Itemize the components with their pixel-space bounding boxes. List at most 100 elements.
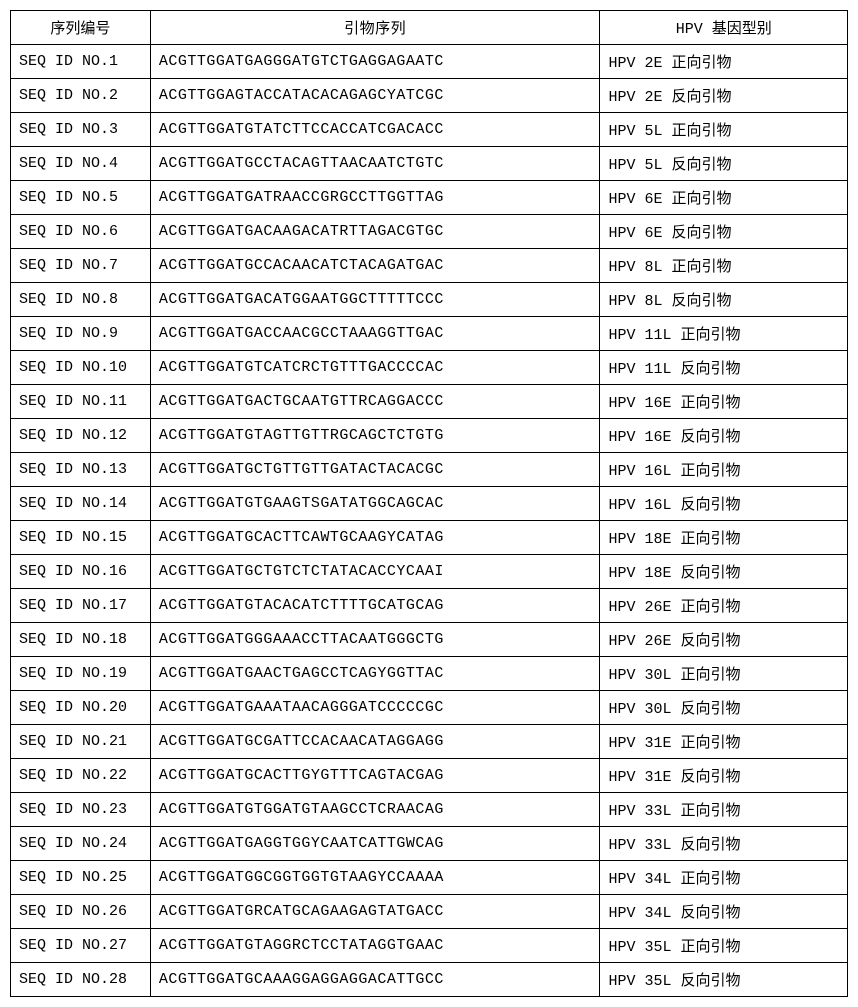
table-row: SEQ ID NO.9ACGTTGGATGACCAACGCCTAAAGGTTGA…	[11, 317, 848, 351]
table-row: SEQ ID NO.27ACGTTGGATGTAGGRCTCCTATAGGTGA…	[11, 929, 848, 963]
table-row: SEQ ID NO.24ACGTTGGATGAGGTGGYCAATCATTGWC…	[11, 827, 848, 861]
cell-hpv-type: HPV 31E 正向引物	[600, 725, 848, 759]
header-primer-seq: 引物序列	[150, 11, 600, 45]
table-row: SEQ ID NO.22ACGTTGGATGCACTTGYGTTTCAGTACG…	[11, 759, 848, 793]
cell-seq-id: SEQ ID NO.14	[11, 487, 151, 521]
cell-seq-id: SEQ ID NO.11	[11, 385, 151, 419]
cell-hpv-type: HPV 16E 反向引物	[600, 419, 848, 453]
cell-primer-seq: ACGTTGGATGACTGCAATGTTRCAGGACCC	[150, 385, 600, 419]
cell-hpv-type: HPV 18E 正向引物	[600, 521, 848, 555]
cell-seq-id: SEQ ID NO.22	[11, 759, 151, 793]
cell-hpv-type: HPV 6E 反向引物	[600, 215, 848, 249]
cell-primer-seq: ACGTTGGATGAAATAACAGGGATCCCCCGC	[150, 691, 600, 725]
cell-seq-id: SEQ ID NO.13	[11, 453, 151, 487]
cell-seq-id: SEQ ID NO.26	[11, 895, 151, 929]
cell-hpv-type: HPV 18E 反向引物	[600, 555, 848, 589]
table-row: SEQ ID NO.7ACGTTGGATGCCACAACATCTACAGATGA…	[11, 249, 848, 283]
cell-seq-id: SEQ ID NO.23	[11, 793, 151, 827]
table-row: SEQ ID NO.12ACGTTGGATGTAGTTGTTRGCAGCTCTG…	[11, 419, 848, 453]
cell-hpv-type: HPV 6E 正向引物	[600, 181, 848, 215]
table-row: SEQ ID NO.20ACGTTGGATGAAATAACAGGGATCCCCC…	[11, 691, 848, 725]
table-row: SEQ ID NO.10ACGTTGGATGTCATCRCTGTTTGACCCC…	[11, 351, 848, 385]
cell-primer-seq: ACGTTGGATGCTGTTGTTGATACTACACGC	[150, 453, 600, 487]
cell-seq-id: SEQ ID NO.10	[11, 351, 151, 385]
cell-hpv-type: HPV 8L 正向引物	[600, 249, 848, 283]
cell-primer-seq: ACGTTGGATGCACTTGYGTTTCAGTACGAG	[150, 759, 600, 793]
cell-primer-seq: ACGTTGGATGTGAAGTSGATATGGCAGCAC	[150, 487, 600, 521]
cell-hpv-type: HPV 26E 反向引物	[600, 623, 848, 657]
cell-primer-seq: ACGTTGGATGGGAAACCTTACAATGGGCTG	[150, 623, 600, 657]
table-row: SEQ ID NO.6ACGTTGGATGACAAGACATRTTAGACGTG…	[11, 215, 848, 249]
cell-primer-seq: ACGTTGGATGACAAGACATRTTAGACGTGC	[150, 215, 600, 249]
cell-seq-id: SEQ ID NO.7	[11, 249, 151, 283]
table-row: SEQ ID NO.18ACGTTGGATGGGAAACCTTACAATGGGC…	[11, 623, 848, 657]
cell-hpv-type: HPV 35L 正向引物	[600, 929, 848, 963]
cell-hpv-type: HPV 16L 正向引物	[600, 453, 848, 487]
cell-primer-seq: ACGTTGGATGAACTGAGCCTCAGYGGTTAC	[150, 657, 600, 691]
cell-hpv-type: HPV 5L 反向引物	[600, 147, 848, 181]
cell-hpv-type: HPV 16E 正向引物	[600, 385, 848, 419]
cell-seq-id: SEQ ID NO.27	[11, 929, 151, 963]
cell-primer-seq: ACGTTGGATGTAGGRCTCCTATAGGTGAAC	[150, 929, 600, 963]
cell-seq-id: SEQ ID NO.5	[11, 181, 151, 215]
cell-seq-id: SEQ ID NO.9	[11, 317, 151, 351]
cell-hpv-type: HPV 2E 反向引物	[600, 79, 848, 113]
cell-primer-seq: ACGTTGGATGACATGGAATGGCTTTTTCCC	[150, 283, 600, 317]
table-row: SEQ ID NO.1ACGTTGGATGAGGGATGTCTGAGGAGAAT…	[11, 45, 848, 79]
table-row: SEQ ID NO.26ACGTTGGATGRCATGCAGAAGAGTATGA…	[11, 895, 848, 929]
primer-sequence-table: 序列编号 引物序列 HPV 基因型别 SEQ ID NO.1ACGTTGGATG…	[10, 10, 848, 997]
cell-seq-id: SEQ ID NO.25	[11, 861, 151, 895]
table-row: SEQ ID NO.17ACGTTGGATGTACACATCTTTTGCATGC…	[11, 589, 848, 623]
table-row: SEQ ID NO.3ACGTTGGATGTATCTTCCACCATCGACAC…	[11, 113, 848, 147]
cell-seq-id: SEQ ID NO.18	[11, 623, 151, 657]
table-row: SEQ ID NO.19ACGTTGGATGAACTGAGCCTCAGYGGTT…	[11, 657, 848, 691]
cell-primer-seq: ACGTTGGATGACCAACGCCTAAAGGTTGAC	[150, 317, 600, 351]
table-row: SEQ ID NO.5ACGTTGGATGATRAACCGRGCCTTGGTTA…	[11, 181, 848, 215]
table-row: SEQ ID NO.21ACGTTGGATGCGATTCCACAACATAGGA…	[11, 725, 848, 759]
cell-hpv-type: HPV 33L 反向引物	[600, 827, 848, 861]
table-row: SEQ ID NO.25ACGTTGGATGGCGGTGGTGTAAGYCCAA…	[11, 861, 848, 895]
table-row: SEQ ID NO.2ACGTTGGAGTACCATACACAGAGCYATCG…	[11, 79, 848, 113]
cell-primer-seq: ACGTTGGATGRCATGCAGAAGAGTATGACC	[150, 895, 600, 929]
cell-primer-seq: ACGTTGGATGCCACAACATCTACAGATGAC	[150, 249, 600, 283]
cell-hpv-type: HPV 5L 正向引物	[600, 113, 848, 147]
cell-seq-id: SEQ ID NO.28	[11, 963, 151, 997]
cell-primer-seq: ACGTTGGATGAGGGATGTCTGAGGAGAATC	[150, 45, 600, 79]
cell-primer-seq: ACGTTGGATGTATCTTCCACCATCGACACC	[150, 113, 600, 147]
cell-seq-id: SEQ ID NO.16	[11, 555, 151, 589]
cell-primer-seq: ACGTTGGATGCTGTCTCTATACACCYCAAI	[150, 555, 600, 589]
cell-hpv-type: HPV 2E 正向引物	[600, 45, 848, 79]
cell-seq-id: SEQ ID NO.1	[11, 45, 151, 79]
header-seq-id: 序列编号	[11, 11, 151, 45]
cell-primer-seq: ACGTTGGATGGCGGTGGTGTAAGYCCAAAA	[150, 861, 600, 895]
table-row: SEQ ID NO.28ACGTTGGATGCAAAGGAGGAGGACATTG…	[11, 963, 848, 997]
cell-primer-seq: ACGTTGGATGATRAACCGRGCCTTGGTTAG	[150, 181, 600, 215]
header-hpv-type: HPV 基因型别	[600, 11, 848, 45]
cell-hpv-type: HPV 8L 反向引物	[600, 283, 848, 317]
cell-seq-id: SEQ ID NO.6	[11, 215, 151, 249]
cell-primer-seq: ACGTTGGATGTAGTTGTTRGCAGCTCTGTG	[150, 419, 600, 453]
cell-primer-seq: ACGTTGGATGCCTACAGTTAACAATCTGTC	[150, 147, 600, 181]
table-row: SEQ ID NO.16ACGTTGGATGCTGTCTCTATACACCYCA…	[11, 555, 848, 589]
cell-seq-id: SEQ ID NO.17	[11, 589, 151, 623]
table-row: SEQ ID NO.23ACGTTGGATGTGGATGTAAGCCTCRAAC…	[11, 793, 848, 827]
cell-seq-id: SEQ ID NO.3	[11, 113, 151, 147]
cell-seq-id: SEQ ID NO.2	[11, 79, 151, 113]
cell-primer-seq: ACGTTGGATGCGATTCCACAACATAGGAGG	[150, 725, 600, 759]
cell-hpv-type: HPV 11L 反向引物	[600, 351, 848, 385]
cell-seq-id: SEQ ID NO.15	[11, 521, 151, 555]
cell-seq-id: SEQ ID NO.12	[11, 419, 151, 453]
cell-primer-seq: ACGTTGGATGTACACATCTTTTGCATGCAG	[150, 589, 600, 623]
cell-hpv-type: HPV 33L 正向引物	[600, 793, 848, 827]
cell-primer-seq: ACGTTGGATGCACTTCAWTGCAAGYCATAG	[150, 521, 600, 555]
cell-seq-id: SEQ ID NO.8	[11, 283, 151, 317]
cell-primer-seq: ACGTTGGATGCAAAGGAGGAGGACATTGCC	[150, 963, 600, 997]
table-row: SEQ ID NO.15ACGTTGGATGCACTTCAWTGCAAGYCAT…	[11, 521, 848, 555]
table-row: SEQ ID NO.4ACGTTGGATGCCTACAGTTAACAATCTGT…	[11, 147, 848, 181]
cell-hpv-type: HPV 31E 反向引物	[600, 759, 848, 793]
cell-hpv-type: HPV 34L 正向引物	[600, 861, 848, 895]
cell-hpv-type: HPV 34L 反向引物	[600, 895, 848, 929]
cell-hpv-type: HPV 35L 反向引物	[600, 963, 848, 997]
cell-seq-id: SEQ ID NO.19	[11, 657, 151, 691]
table-row: SEQ ID NO.14ACGTTGGATGTGAAGTSGATATGGCAGC…	[11, 487, 848, 521]
